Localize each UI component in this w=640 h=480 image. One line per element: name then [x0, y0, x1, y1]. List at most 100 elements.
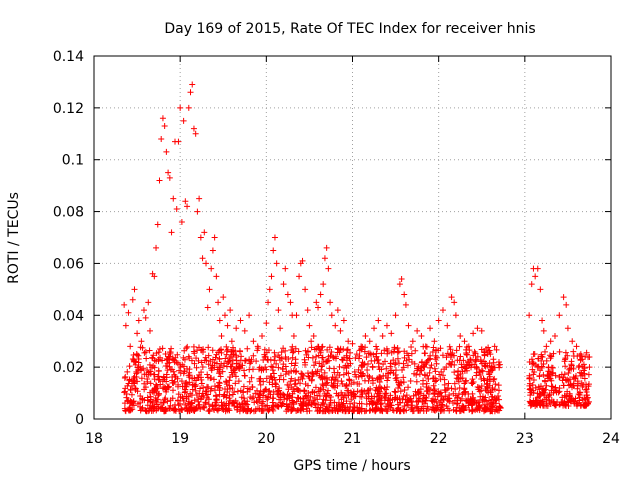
data-point [554, 398, 561, 405]
data-point [477, 393, 484, 400]
data-point [267, 373, 274, 380]
y-axis-label: ROTI / TECUs [6, 192, 22, 284]
data-point [122, 407, 129, 414]
data-point [226, 382, 233, 389]
data-point [317, 291, 324, 298]
data-point [260, 357, 267, 364]
y-tick-label: 0.08 [53, 205, 84, 221]
data-point [419, 358, 426, 365]
data-point [556, 312, 563, 319]
data-point [552, 372, 559, 379]
data-point [465, 343, 472, 350]
data-point [323, 244, 330, 251]
data-point [425, 375, 432, 382]
data-point [452, 312, 459, 319]
data-point [220, 393, 227, 400]
data-point [537, 286, 544, 293]
data-point [319, 373, 326, 380]
data-point [289, 343, 296, 350]
data-point [471, 348, 478, 355]
data-point [329, 353, 336, 360]
data-point [191, 375, 198, 382]
data-point [321, 369, 328, 376]
data-point [215, 349, 222, 356]
data-point [334, 345, 341, 352]
data-point [567, 381, 574, 388]
data-point [356, 381, 363, 388]
data-point [288, 375, 295, 382]
data-point [309, 388, 316, 395]
data-point [343, 398, 350, 405]
data-point [198, 376, 205, 383]
data-point [408, 343, 415, 350]
data-point [270, 395, 277, 402]
data-point [455, 368, 462, 375]
data-point [348, 390, 355, 397]
data-point [576, 362, 583, 369]
data-point [127, 387, 134, 394]
data-point [446, 392, 453, 399]
data-point [312, 384, 319, 391]
data-point [130, 351, 137, 358]
data-point [241, 367, 248, 374]
data-point [260, 378, 267, 385]
data-point [379, 333, 386, 340]
data-point [483, 381, 490, 388]
data-point [159, 345, 166, 352]
data-point [296, 273, 303, 280]
data-point [477, 358, 484, 365]
data-point [214, 384, 221, 391]
data-point [211, 364, 218, 371]
data-point [335, 392, 342, 399]
data-point [160, 399, 167, 406]
data-point [229, 344, 236, 351]
data-point [232, 373, 239, 380]
data-point [543, 343, 550, 350]
data-point [425, 356, 432, 363]
data-point [401, 386, 408, 393]
data-point [299, 371, 306, 378]
data-point [364, 366, 371, 373]
data-point [388, 402, 395, 409]
data-point [311, 362, 318, 369]
data-point [453, 407, 460, 414]
data-point [472, 357, 479, 364]
data-point [141, 349, 148, 356]
data-point [302, 361, 309, 368]
data-point [150, 404, 157, 411]
data-point [153, 398, 160, 405]
data-point [315, 388, 322, 395]
data-point [191, 397, 198, 404]
data-point [528, 356, 535, 363]
data-point [145, 299, 152, 306]
data-point [421, 371, 428, 378]
data-point [310, 333, 317, 340]
data-point [326, 344, 333, 351]
data-point [489, 396, 496, 403]
data-point [407, 377, 414, 384]
data-point [144, 378, 151, 385]
data-point [452, 392, 459, 399]
data-point [358, 343, 365, 350]
data-point [304, 382, 311, 389]
data-point [308, 338, 315, 345]
data-point [214, 407, 221, 414]
data-point [321, 255, 328, 262]
data-point [211, 234, 218, 241]
data-point [324, 357, 331, 364]
data-point [161, 407, 168, 414]
data-point [185, 400, 192, 407]
data-point [237, 387, 244, 394]
data-point [147, 327, 154, 334]
data-point [178, 378, 185, 385]
data-point [332, 322, 339, 329]
data-point [354, 404, 361, 411]
data-point [284, 403, 291, 410]
data-point [140, 365, 147, 372]
data-point [300, 406, 307, 413]
data-point [316, 346, 323, 353]
data-point [250, 338, 257, 345]
data-point [269, 381, 276, 388]
data-point [428, 362, 435, 369]
data-point [227, 373, 234, 380]
